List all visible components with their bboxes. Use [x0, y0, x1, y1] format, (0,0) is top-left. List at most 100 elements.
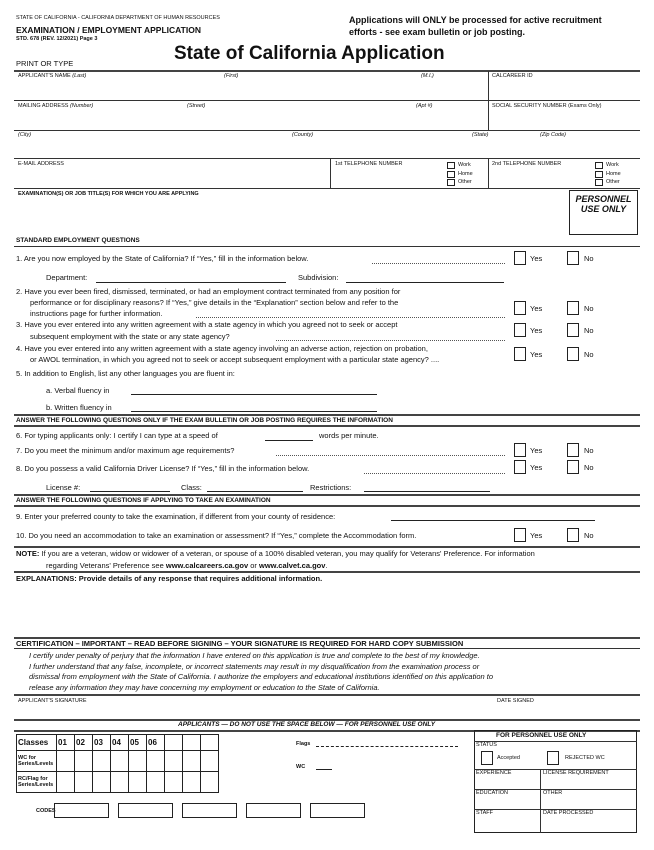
city-label: (City)	[18, 132, 32, 138]
restrictions-field[interactable]	[364, 491, 490, 492]
q10-no-checkbox[interactable]	[567, 528, 579, 542]
q4-yes-checkbox[interactable]	[514, 347, 526, 361]
phone1-type-checkbox[interactable]	[447, 162, 455, 169]
code-field[interactable]	[54, 803, 109, 818]
license-label: License #:	[46, 483, 81, 492]
yes-label: Yes	[530, 350, 543, 359]
yes-label: Yes	[530, 304, 543, 313]
phone2-type-checkbox[interactable]	[595, 162, 603, 169]
question-7: 7. Do you meet the minimum and/or maximu…	[16, 446, 235, 455]
applicant-name-label: APPLICANT'S NAME (Last)	[18, 73, 87, 79]
personnel-banner: APPLICANTS — DO NOT USE THE SPACE BELOW …	[178, 721, 436, 728]
question-5: 5. In addition to English, list any othe…	[16, 369, 235, 378]
no-label: No	[584, 350, 594, 359]
preferred-county-field[interactable]	[391, 520, 595, 521]
note: NOTE: If you are a veteran, widow or wid…	[16, 549, 535, 558]
subdivision-field[interactable]	[346, 282, 504, 283]
written-fluency-field[interactable]	[131, 411, 377, 412]
question-2-line: instructions page for further informatio…	[30, 309, 163, 318]
phone2-type-label: Home	[606, 170, 621, 177]
street-label: (Street)	[187, 103, 206, 109]
q8-yes-checkbox[interactable]	[514, 460, 526, 474]
explanations-field[interactable]	[14, 586, 640, 636]
question-6: 6. For typing applicants only: I certify…	[16, 431, 218, 440]
classes-table: Classes 01 02 03 04 05 06 WC for Series/Levels…	[16, 734, 219, 793]
code-field[interactable]	[118, 803, 173, 818]
phone1-type-label: Home	[458, 170, 473, 177]
codes-label: CODES	[36, 808, 56, 814]
yes-label: Yes	[530, 326, 543, 335]
phone2-label: 2nd TELEPHONE NUMBER	[492, 161, 562, 167]
section-standard-heading: STANDARD EMPLOYMENT QUESTIONS	[16, 237, 140, 244]
verbal-fluency-label: a. Verbal fluency in	[46, 386, 110, 395]
class-field[interactable]	[207, 491, 303, 492]
yes-label: Yes	[530, 463, 543, 472]
phone1-type-checkbox[interactable]	[447, 170, 455, 178]
explanations-heading: EXPLANATIONS: Provide details of any res…	[16, 574, 323, 583]
signature-field[interactable]	[14, 705, 640, 718]
verbal-fluency-field[interactable]	[131, 394, 377, 395]
no-label: No	[584, 326, 594, 335]
yes-label: Yes	[530, 531, 543, 540]
email-label: E-MAIL ADDRESS	[18, 161, 64, 167]
no-label: No	[584, 531, 594, 540]
department-label: Department:	[46, 273, 88, 282]
state-label: (State)	[472, 132, 489, 138]
question-9: 9. Enter your preferred county to take t…	[16, 512, 336, 521]
personnel-use-box: PERSONNEL USE ONLY	[569, 190, 638, 235]
license-field[interactable]	[90, 491, 170, 492]
code-field[interactable]	[182, 803, 237, 818]
apt-label: (Apt #)	[416, 103, 433, 109]
no-label: No	[584, 463, 594, 472]
q8-no-checkbox[interactable]	[567, 460, 579, 474]
subdivision-label: Subdivision:	[298, 273, 339, 282]
mi-label: (M.I.)	[421, 73, 434, 79]
phone2-type-checkbox[interactable]	[595, 170, 603, 178]
staff-label: STAFF	[476, 810, 494, 816]
department-field[interactable]	[96, 282, 286, 283]
calvet-link[interactable]: www.calvet.ca.gov	[259, 561, 326, 570]
q2-yes-checkbox[interactable]	[514, 301, 526, 315]
phone2-type-label: Work	[606, 162, 619, 168]
q7-no-checkbox[interactable]	[567, 443, 579, 457]
q1-no-checkbox[interactable]	[567, 251, 579, 265]
q3-yes-checkbox[interactable]	[514, 323, 526, 337]
certification-text: dismissal from employment with the State…	[29, 672, 493, 681]
q7-yes-checkbox[interactable]	[514, 443, 526, 457]
status-label: STATUS	[476, 742, 497, 748]
personnel-box	[474, 730, 637, 833]
yes-label: Yes	[530, 254, 543, 263]
written-fluency-label: b. Written fluency in	[46, 403, 112, 412]
q4-no-checkbox[interactable]	[567, 347, 579, 361]
phone1-type-label: Work	[458, 162, 471, 168]
yes-label: Yes	[530, 446, 543, 455]
phone2-type-label: Other	[606, 179, 620, 185]
notice-line-2: efforts - see exam bulletin or job posti…	[349, 27, 526, 37]
code-field[interactable]	[246, 803, 301, 818]
rejected-checkbox[interactable]	[547, 751, 559, 765]
no-label: No	[584, 304, 594, 313]
question-10: 10. Do you need an accommodation to take…	[16, 531, 417, 540]
phone1-label: 1st TELEPHONE NUMBER	[335, 161, 403, 167]
certification-text: release any information they may have co…	[29, 682, 380, 692]
restrictions-label: Restrictions:	[310, 483, 352, 492]
typing-speed-field[interactable]	[265, 440, 313, 441]
calcareers-link[interactable]: www.calcareers.ca.gov	[165, 561, 249, 570]
accepted-checkbox[interactable]	[481, 751, 493, 765]
mailing-label: MAILING ADDRESS (Number)	[18, 103, 94, 109]
q1-yes-checkbox[interactable]	[514, 251, 526, 265]
accepted-label: Accepted	[497, 755, 520, 761]
q10-yes-checkbox[interactable]	[514, 528, 526, 542]
phone2-type-checkbox[interactable]	[595, 179, 603, 186]
q2-no-checkbox[interactable]	[567, 301, 579, 315]
q3-no-checkbox[interactable]	[567, 323, 579, 337]
certification-heading: CERTIFICATION – IMPORTANT – READ BEFORE …	[16, 639, 464, 648]
rejected-label: REJECTED WC	[565, 755, 605, 761]
education-label: EDUCATION	[476, 790, 508, 796]
calcareer-id-label: CALCAREER ID	[492, 73, 533, 79]
wc-row-label: WC for Series/Levels	[16, 750, 57, 772]
code-field[interactable]	[310, 803, 365, 818]
date-processed-label: DATE PROCESSED	[543, 810, 594, 816]
first-label: (First)	[224, 73, 239, 79]
phone1-type-checkbox[interactable]	[447, 179, 455, 186]
